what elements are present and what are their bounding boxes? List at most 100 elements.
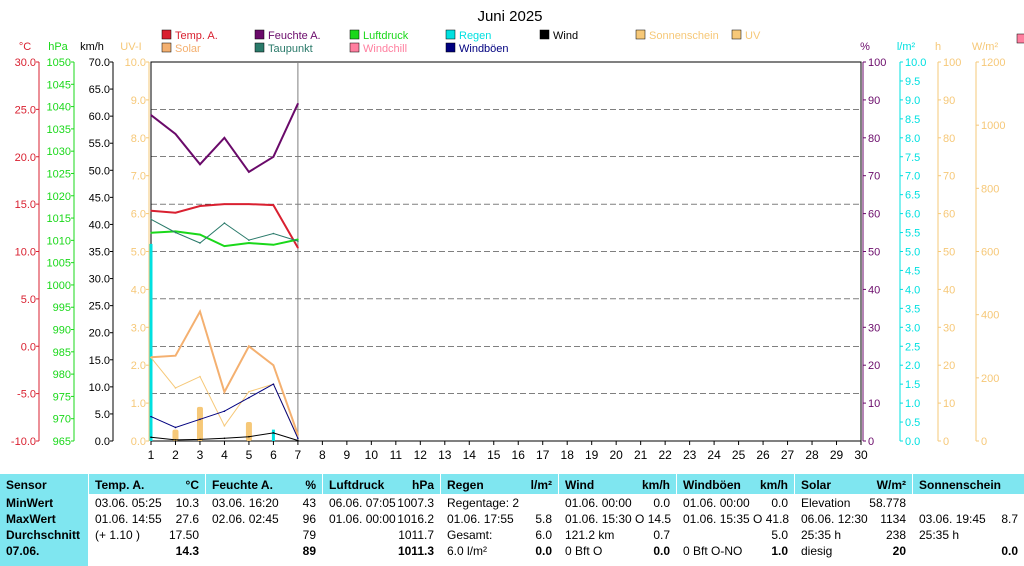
axis-tick-label-uv: 4.0 — [131, 284, 146, 296]
axis-tick-label-h: 80 — [943, 133, 955, 145]
legend-swatch-regen — [445, 29, 456, 40]
legend-swatch-windchill — [349, 42, 360, 53]
legend-swatch-temp — [161, 29, 172, 40]
x-tick-label: 23 — [683, 448, 697, 462]
axis-tick-label-hpa: 1000 — [47, 280, 71, 292]
axis-tick-label-kmh: 15.0 — [89, 355, 110, 367]
axis-tick-label-kmh: 70.0 — [89, 57, 110, 69]
stats-cell-value: 89 — [302, 544, 316, 558]
stats-cell-value: 1011.7 — [398, 528, 434, 542]
stats-cell-value: 0.0 — [1001, 544, 1018, 558]
point-solar — [223, 391, 226, 393]
legend-label-regen: Regen — [459, 30, 491, 42]
axis-tick-label-wm2: 200 — [981, 373, 999, 385]
x-tick-label: 28 — [805, 448, 819, 462]
axis-tick-label-hpa: 975 — [53, 391, 71, 403]
axis-tick-label-uv: 9.0 — [131, 95, 146, 107]
legend-label-temp: Temp. A. — [175, 30, 218, 42]
stats-cell-value: 1134 — [880, 512, 906, 526]
point-wind — [272, 432, 275, 434]
point-taupunkt — [272, 232, 275, 235]
axis-tick-label-pct: 70 — [868, 171, 880, 183]
x-tick-label: 4 — [221, 448, 228, 462]
point-temp — [223, 203, 226, 205]
legend-swatch-luftdruck — [349, 29, 360, 40]
axis-tick-label-pct: 80 — [868, 133, 880, 145]
series-line-temp — [150, 203, 299, 249]
chart-legend: Temp. A. Feuchte A. Luftdruck Regen Wind Sonn… — [161, 29, 1024, 55]
stats-windboeen-title: Windböen — [683, 478, 741, 492]
bar-regen — [149, 243, 153, 441]
x-tick-label: 24 — [707, 448, 721, 462]
stats-cell-label: 25:35 h — [919, 528, 960, 542]
stats-luftdruck-title: Luftdruck — [329, 478, 385, 492]
point-wind — [223, 437, 226, 440]
axis-tick-label-kmh: 5.0 — [95, 409, 110, 421]
stats-cell-label: 25:35 h — [801, 528, 842, 542]
axis-tick-label-pct: 20 — [868, 360, 880, 372]
x-tick-label: 14 — [463, 448, 477, 462]
axis-tick-label-temp: 30.0 — [15, 57, 36, 69]
stats-cell-label: 02.06. 02:45 — [212, 512, 279, 526]
chart-axes: °C 30.0 25.0 20.0 15.0 10.0 5.0 0.0 -5.0 -10.0 hPa… — [11, 41, 1006, 448]
x-tick-label: 1 — [148, 448, 155, 462]
stats-row-label: MaxWert — [6, 512, 56, 526]
point-taupunkt — [150, 218, 152, 221]
axis-tick-label-wm2: 800 — [981, 183, 999, 195]
stats-cell-value: 0.0 — [771, 496, 788, 510]
stats-cell-label: 03.06. 16:20 — [212, 496, 279, 510]
stats-cell-label: diesig — [801, 544, 833, 558]
stats-wind: Wind km/h 01.06. 00:00 0.0 01.06. 15:30 O 14… — [559, 474, 676, 566]
axis-unit-hpa: hPa — [48, 41, 68, 53]
stats-cell-value: 0.0 — [653, 544, 670, 558]
point-taupunkt — [297, 240, 299, 242]
stats-cell-value: 5.8 — [535, 512, 552, 526]
point-solar — [297, 433, 299, 436]
stats-cell-value: 10.3 — [175, 496, 199, 510]
stats-cell-value: 1016.2 — [397, 512, 434, 526]
bar-sonnenschein — [196, 406, 203, 441]
point-feuchte — [297, 102, 299, 105]
series-line-solar — [150, 308, 299, 436]
point-uv — [223, 425, 226, 427]
axis-unit-pct: % — [860, 41, 870, 53]
stats-cell-value: 0.0 — [535, 544, 552, 558]
stats-cell-label: 01.06. 00:00 — [329, 512, 396, 526]
axis-tick-label-uv: 6.0 — [131, 209, 146, 221]
stats-cell-value: 0.0 — [653, 496, 670, 510]
point-feuchte — [248, 171, 250, 173]
axis-tick-label-temp: -10.0 — [11, 436, 36, 448]
stats-cell-label: Regentage: 2 — [447, 496, 520, 510]
axis-tick-label-hpa: 985 — [53, 347, 71, 359]
axis-tick-label-uv: 8.0 — [131, 133, 146, 145]
axis-tick-label-kmh: 50.0 — [89, 165, 110, 177]
stats-solar-title: Solar — [801, 478, 832, 492]
stats-luftdruck: Luftdruck hPa 06.06. 07:05 1007.3 01.06. 00:… — [323, 474, 440, 566]
axis-tick-label-temp: 10.0 — [15, 247, 36, 259]
chart-title: Juni 2025 — [477, 8, 542, 25]
x-tick-label: 16 — [512, 448, 526, 462]
x-tick-label: 18 — [561, 448, 575, 462]
axis-tick-label-hpa: 990 — [53, 325, 71, 337]
axis-tick-label-temp: 0.0 — [21, 341, 36, 353]
axis-tick-label-pct: 50 — [868, 247, 880, 259]
stats-solar-header-bar: Solar W/m² — [795, 474, 912, 494]
stats-solar-unit: W/m² — [876, 478, 906, 492]
stats-cell-label: Gesamt: — [447, 528, 493, 542]
legend-label-feuchte: Feuchte A. — [268, 30, 321, 42]
point-solar — [272, 364, 275, 367]
axis-unit-lm2: l/m² — [897, 41, 916, 53]
axis-tick-label-uv: 5.0 — [131, 247, 146, 259]
axis-tick-label-kmh: 20.0 — [89, 328, 110, 340]
stats-wind-title: Wind — [565, 478, 595, 492]
stats-cell-value: 238 — [885, 528, 906, 542]
stats-cell-label: 0 Bft O-NO — [683, 544, 743, 558]
line-series — [150, 102, 299, 442]
stats-cell-label: 06.06. 12:30 — [801, 512, 868, 526]
bar-regen — [271, 429, 275, 441]
axis-tick-label-uv: 0.0 — [131, 436, 146, 448]
point-solar — [199, 310, 201, 313]
stats-cell-label: 0 Bft O — [565, 544, 603, 558]
stats-cell-value: 8.7 — [1001, 512, 1018, 526]
x-tick-label: 29 — [830, 448, 844, 462]
